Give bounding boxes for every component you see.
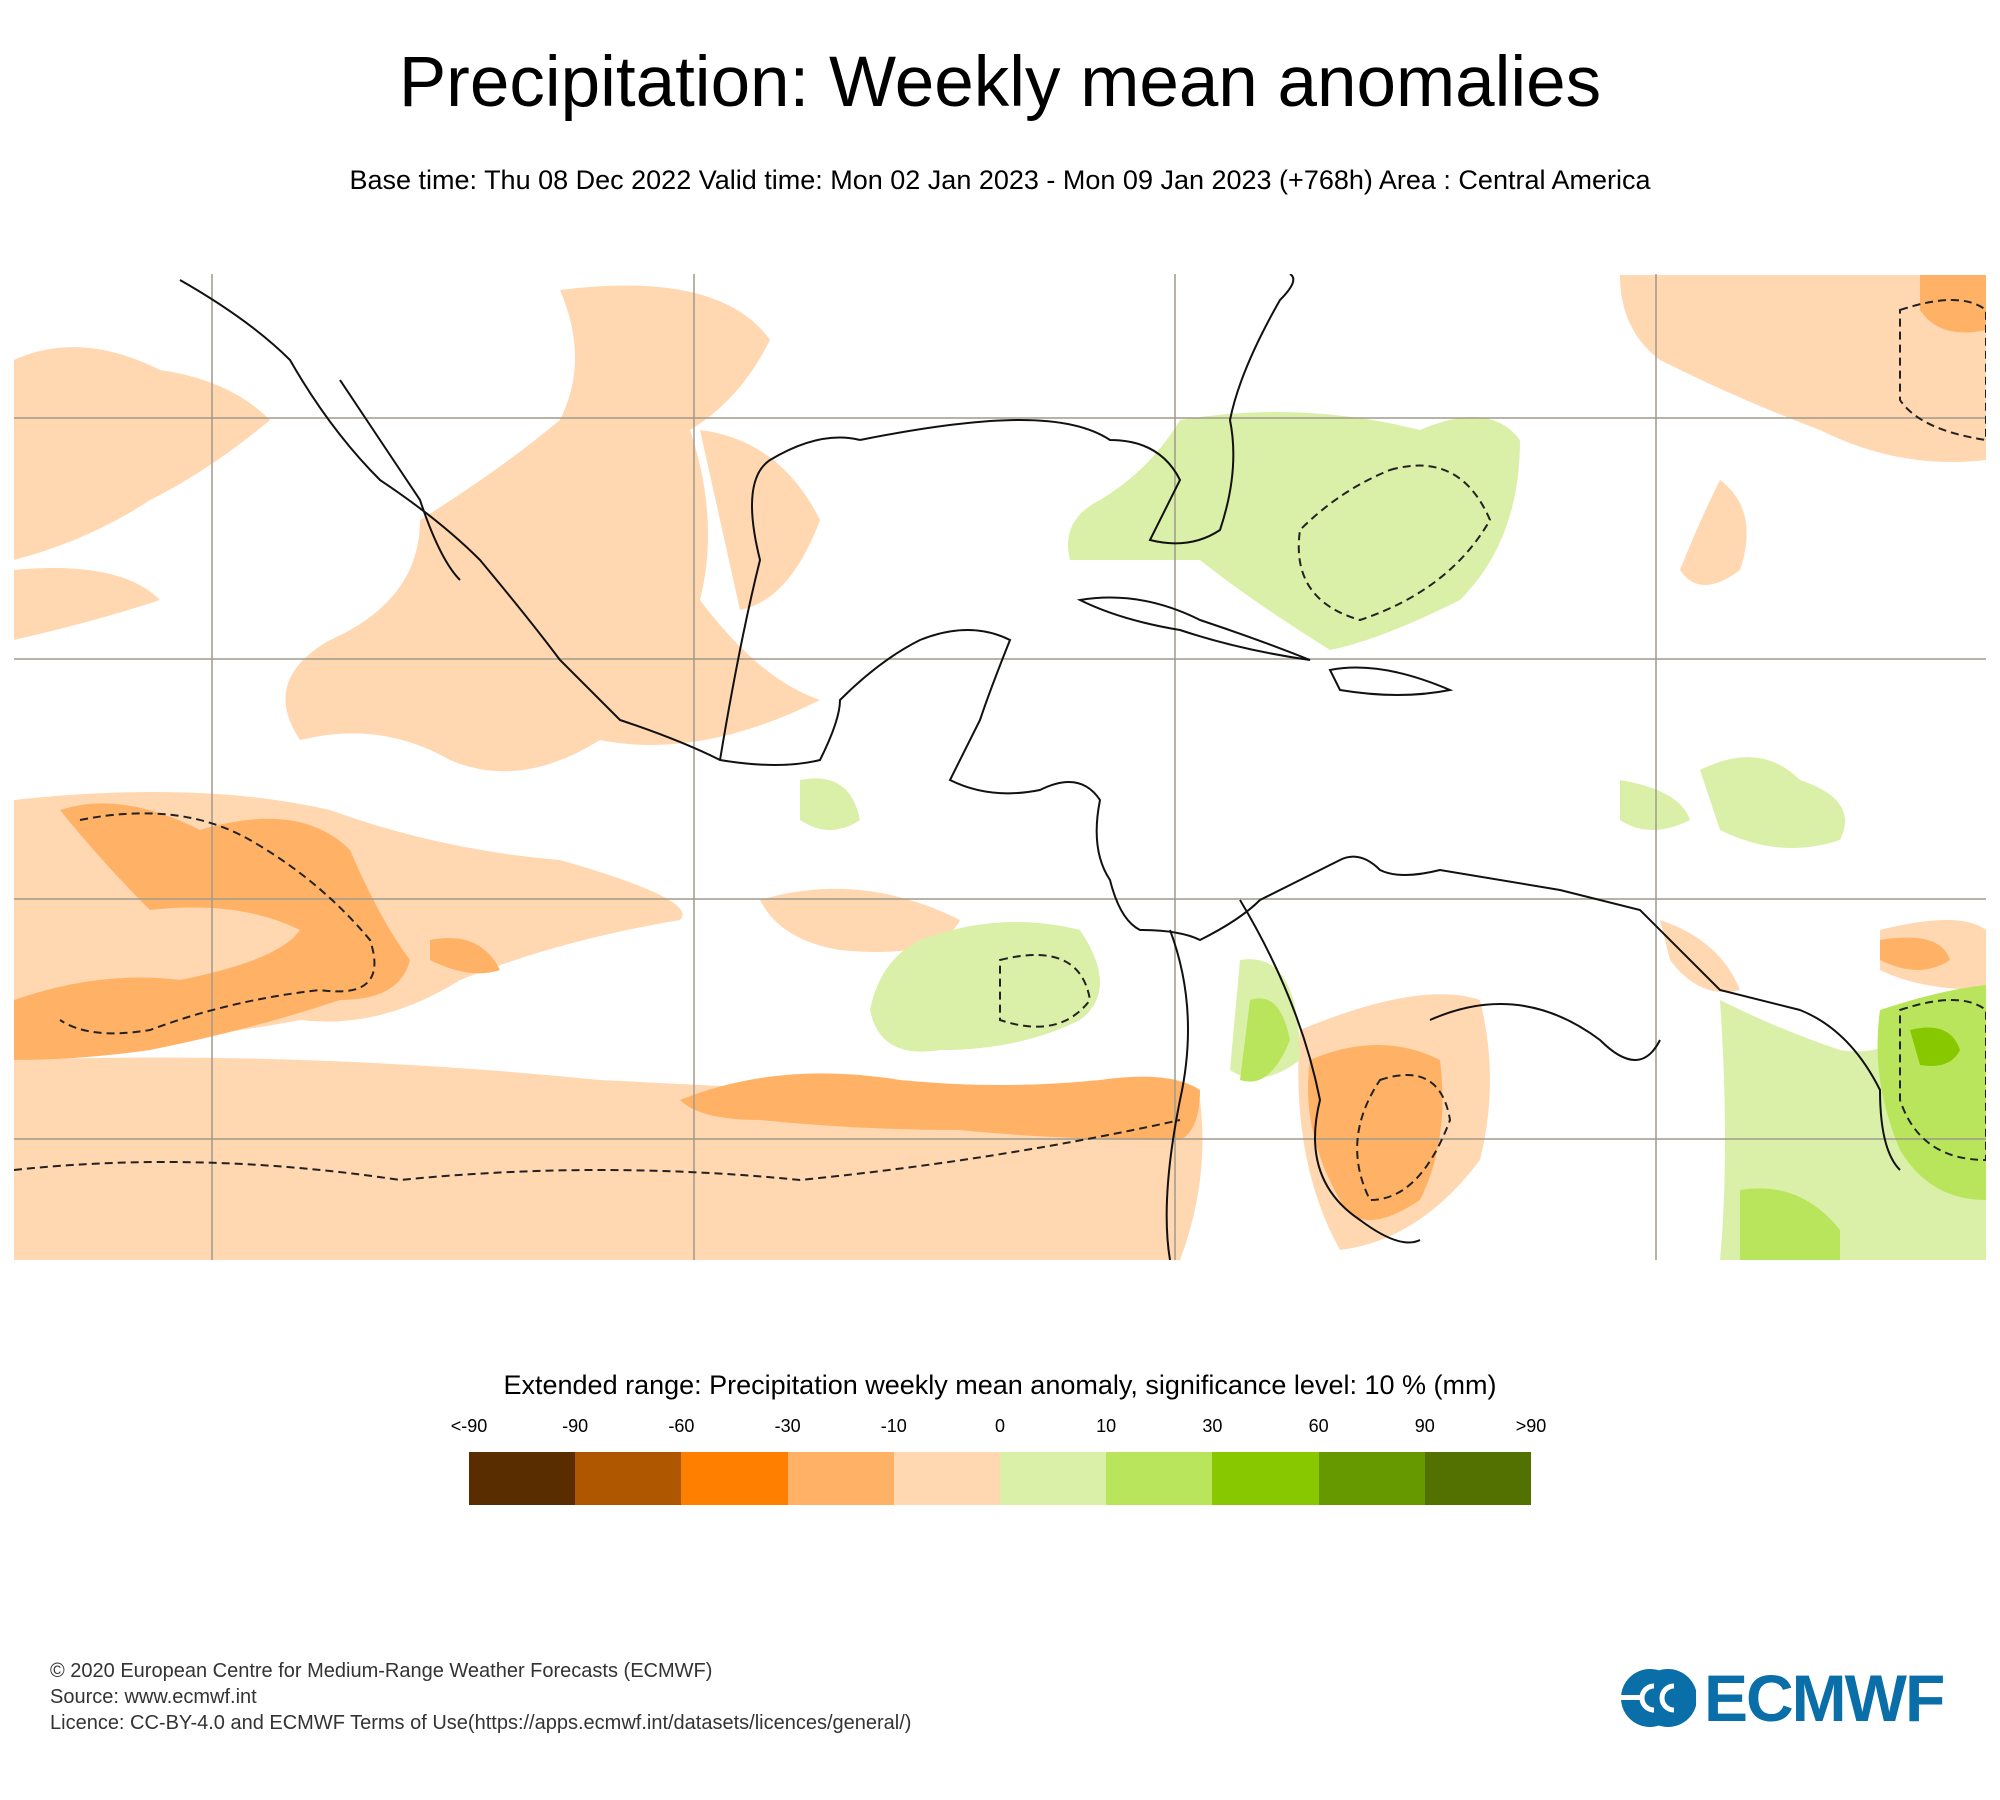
anomaly-map — [14, 274, 1986, 1260]
color-scale-swatch — [787, 1452, 894, 1505]
color-scale-swatch — [1000, 1452, 1107, 1505]
color-scale-swatch — [1424, 1452, 1532, 1505]
page-subtitle: Base time: Thu 08 Dec 2022 Valid time: M… — [349, 165, 1651, 195]
legend-label: 90 — [1414, 1416, 1435, 1436]
significance-contours — [14, 299, 1986, 1202]
color-scale-swatch — [1212, 1452, 1319, 1505]
color-scale-swatch — [575, 1452, 682, 1505]
legend-label: 60 — [1308, 1416, 1329, 1436]
negative-anomaly-medium-areas — [14, 275, 1986, 1220]
map-canvas — [14, 274, 1986, 1260]
legend-label: -60 — [668, 1416, 695, 1436]
licence-text: Licence: CC-BY-4.0 and ECMWF Terms of Us… — [50, 1712, 912, 1734]
ecmwf-logo: ECMWF — [1620, 1661, 1950, 1735]
legend-label: -10 — [880, 1416, 907, 1436]
legend-label: 30 — [1202, 1416, 1223, 1436]
coastlines — [179, 274, 1901, 1260]
ecmwf-logo-icon — [1620, 1669, 1696, 1727]
legend-labels: <-90 -90 -60 -30 -10 0 10 30 60 90 >90 — [451, 1416, 1547, 1440]
positive-anomaly-medium-areas — [1240, 985, 1986, 1260]
footer: © 2020 European Centre for Medium-Range … — [50, 1658, 911, 1736]
legend-label: 0 — [994, 1416, 1006, 1436]
page-title: Precipitation: Weekly mean anomalies — [398, 43, 1602, 122]
graticule — [14, 274, 1986, 1260]
color-scale-bar — [469, 1452, 1532, 1505]
legend-title: Extended range: Precipitation weekly mea… — [503, 1370, 1497, 1400]
legend-label: <-90 — [450, 1416, 488, 1436]
color-scale-swatch — [681, 1452, 788, 1505]
color-scale-swatch — [1318, 1452, 1425, 1505]
legend-label: >90 — [1515, 1416, 1547, 1436]
ecmwf-logo-text: ECMWF — [1704, 1661, 1945, 1735]
color-scale-swatch — [469, 1452, 576, 1505]
positive-anomaly-strong-areas — [1910, 1027, 1960, 1066]
legend-label: -30 — [774, 1416, 801, 1436]
copyright-text: © 2020 European Centre for Medium-Range … — [50, 1660, 713, 1682]
source-text: Source: www.ecmwf.int — [50, 1686, 257, 1708]
legend-label: -90 — [562, 1416, 589, 1436]
color-scale-swatch — [893, 1452, 1001, 1505]
color-scale-swatch — [1106, 1452, 1213, 1505]
legend-label: 10 — [1096, 1416, 1117, 1436]
